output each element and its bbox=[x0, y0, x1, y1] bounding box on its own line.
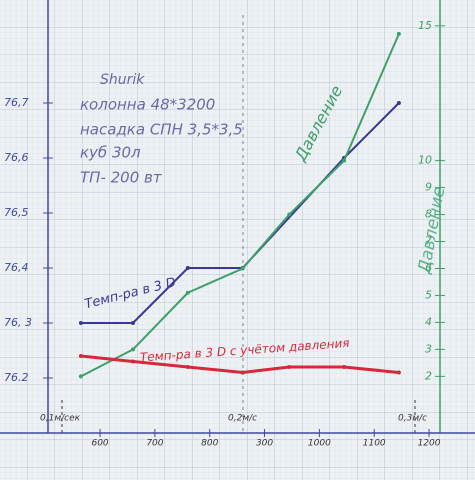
y-tick-label: 76,5 bbox=[4, 206, 29, 219]
x-tick-label: 800 bbox=[201, 439, 218, 449]
y2-tick-label: 3 bbox=[425, 342, 432, 355]
point bbox=[78, 354, 83, 358]
speed-label: 0,3м/с bbox=[398, 414, 427, 424]
x-tick-label: 300 bbox=[256, 439, 273, 449]
point bbox=[185, 266, 190, 270]
y2-tick-label: 8 bbox=[425, 208, 432, 221]
y2-tick-label: 15 bbox=[418, 19, 432, 32]
y2-tick-label: 10 bbox=[418, 154, 432, 167]
x-tick-label: 1000 bbox=[308, 439, 331, 449]
y-tick-label: 76, 3 bbox=[4, 316, 32, 329]
y2-tick-label: 2 bbox=[425, 369, 432, 382]
point bbox=[185, 290, 190, 295]
line bbox=[80, 102, 400, 324]
point bbox=[78, 374, 83, 379]
point bbox=[130, 321, 135, 325]
point bbox=[130, 347, 135, 352]
point bbox=[78, 321, 83, 325]
note: колонна 48*3200 bbox=[80, 96, 215, 114]
point bbox=[185, 365, 190, 369]
x-tick-label: 700 bbox=[146, 439, 163, 449]
point bbox=[342, 158, 347, 163]
y-tick-label: 76,4 bbox=[4, 261, 29, 274]
point bbox=[287, 365, 292, 369]
point bbox=[240, 266, 245, 271]
x-tick-label: 1200 bbox=[418, 439, 441, 449]
point bbox=[130, 359, 135, 364]
note: насадка СПН 3,5*3,5 bbox=[80, 121, 243, 139]
point bbox=[396, 370, 401, 375]
y-tick-label: 76,7 bbox=[4, 96, 29, 109]
y2-tick-label: 9 bbox=[425, 181, 432, 194]
point bbox=[240, 370, 245, 375]
x-tick-label: 600 bbox=[91, 439, 108, 449]
note: куб 30л bbox=[80, 144, 141, 162]
y2-tick-label: 4 bbox=[425, 315, 432, 328]
point bbox=[342, 365, 347, 369]
y-tick-label: 76.2 bbox=[4, 371, 29, 384]
point bbox=[287, 212, 292, 217]
y2-tick-label: 6 bbox=[425, 261, 432, 274]
x-tick-label: 1100 bbox=[363, 439, 386, 449]
point bbox=[396, 31, 401, 36]
speed-label: 0,2м/с bbox=[228, 414, 257, 424]
y2-tick-label: 7 bbox=[425, 235, 432, 248]
y2-tick-label: 5 bbox=[425, 288, 432, 301]
note: Shurik bbox=[100, 72, 145, 88]
note: ТП- 200 вт bbox=[80, 169, 163, 187]
speed-label: 0,1м/сек bbox=[40, 414, 81, 424]
point bbox=[396, 101, 401, 105]
y-tick-label: 76,6 bbox=[4, 151, 29, 164]
